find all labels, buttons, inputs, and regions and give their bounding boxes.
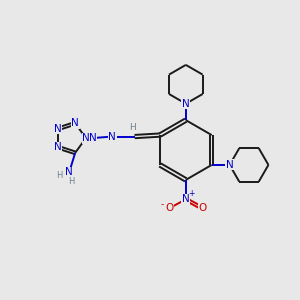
Text: N: N — [54, 142, 62, 152]
Text: H: H — [129, 123, 136, 132]
Text: N: N — [71, 118, 79, 128]
Text: H: H — [56, 171, 63, 180]
Text: O: O — [165, 203, 173, 213]
Text: O: O — [198, 203, 206, 213]
Text: N: N — [65, 167, 73, 177]
Text: N: N — [108, 132, 116, 142]
Text: N: N — [89, 133, 97, 143]
Text: +: + — [188, 189, 194, 198]
Text: H: H — [68, 177, 75, 186]
Text: N: N — [182, 99, 190, 109]
Text: -: - — [160, 200, 164, 209]
Text: N: N — [82, 133, 90, 143]
Text: N: N — [226, 160, 233, 170]
Text: N: N — [54, 124, 62, 134]
Text: N: N — [182, 194, 190, 204]
